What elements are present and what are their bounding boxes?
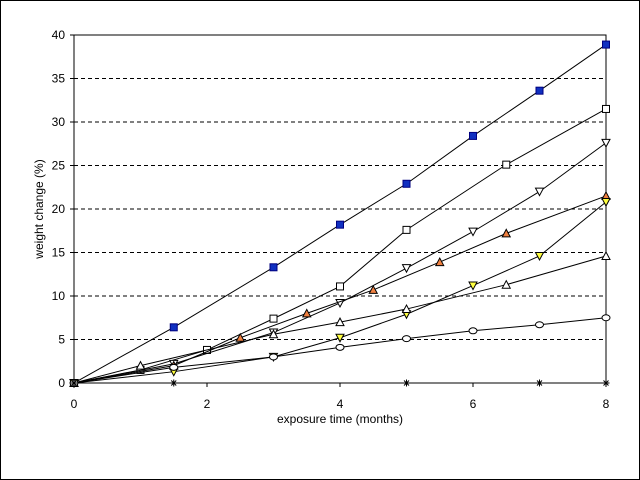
- point-star-0: [70, 379, 78, 387]
- point-open-square-7: [602, 104, 610, 113]
- point-open-square-5: [402, 225, 411, 234]
- point-open-triangle-down-7: [601, 138, 611, 148]
- point-orange-triangle-up-5: [434, 257, 445, 267]
- point-open-circle-3: [335, 343, 345, 351]
- x-axis-title: exposure time (months): [277, 412, 403, 426]
- point-filled-square-5: [469, 131, 477, 140]
- point-open-square-6: [502, 160, 511, 169]
- point-orange-triangle-up-4: [368, 284, 379, 294]
- point-open-triangle-up-2: [268, 329, 279, 339]
- point-open-triangle-down-5: [468, 227, 478, 237]
- x-tick-label-6: 6: [470, 397, 477, 411]
- y-tick-label-10: 10: [52, 289, 66, 303]
- y-tick-label-30: 30: [52, 115, 66, 129]
- point-open-circle-5: [468, 327, 478, 335]
- series-star: [70, 379, 610, 387]
- y-tick-label-35: 35: [52, 72, 66, 86]
- point-open-triangle-up-5: [501, 279, 512, 289]
- x-tick-label-8: 8: [603, 397, 610, 411]
- point-yellow-triangle-down-7: [601, 198, 611, 208]
- series-open-triangle-up: [69, 250, 611, 387]
- point-open-circle-4: [402, 335, 411, 343]
- point-yellow-triangle-down-6: [534, 251, 545, 262]
- point-filled-square-3: [336, 220, 344, 229]
- series-open-circle: [69, 314, 611, 387]
- series-layer: [69, 40, 611, 389]
- point-open-circle-2: [269, 353, 278, 361]
- point-star-3: [536, 379, 543, 387]
- point-star-2: [403, 379, 410, 387]
- point-yellow-triangle-down-3: [335, 333, 345, 343]
- point-open-circle-1: [169, 363, 179, 371]
- series-line-open-circle: [73, 317, 607, 384]
- point-open-triangle-up-4: [401, 303, 412, 314]
- y-tick-label-20: 20: [52, 202, 66, 216]
- series-line-yellow-triangle-down: [73, 201, 607, 384]
- point-open-circle-6: [535, 321, 544, 329]
- point-filled-square-2: [269, 263, 278, 272]
- x-tick-label-4: 4: [337, 397, 344, 411]
- point-open-triangle-up-1: [135, 360, 146, 370]
- point-orange-triangle-up-2: [235, 332, 246, 342]
- point-open-square-4: [336, 282, 344, 291]
- point-star-4: [602, 379, 610, 387]
- point-orange-triangle-up-6: [501, 228, 512, 238]
- point-filled-square-7: [602, 40, 610, 49]
- x-tick-label-0: 0: [71, 397, 78, 411]
- x-tick-label-2: 2: [204, 397, 211, 411]
- y-tick-label-25: 25: [52, 159, 66, 173]
- point-filled-square-1: [169, 323, 178, 332]
- point-open-triangle-down-4: [401, 264, 412, 274]
- y-tick-label-15: 15: [52, 246, 66, 260]
- point-yellow-triangle-down-5: [468, 281, 478, 291]
- point-star-1: [170, 379, 178, 387]
- y-tick-label-0: 0: [58, 376, 65, 390]
- series-filled-square: [70, 40, 610, 387]
- point-open-square-3: [269, 314, 278, 323]
- y-tick-label-40: 40: [52, 28, 66, 42]
- series-line-orange-triangle-up: [73, 195, 607, 384]
- point-filled-square-6: [535, 86, 544, 95]
- point-open-triangle-down-6: [534, 187, 545, 197]
- y-tick-label-5: 5: [58, 333, 65, 347]
- point-filled-square-4: [402, 179, 411, 188]
- series-line-filled-square: [73, 44, 607, 384]
- point-orange-triangle-up-3: [301, 308, 312, 318]
- point-open-circle-7: [601, 314, 611, 322]
- point-open-triangle-up-3: [335, 317, 345, 327]
- y-axis-title: weight change (%): [32, 159, 46, 259]
- point-open-triangle-up-6: [601, 250, 611, 260]
- axes: 0 5 10 15 20 25 30 35 40 0 2 4 6 8: [52, 28, 610, 411]
- series-line-open-square: [73, 108, 607, 384]
